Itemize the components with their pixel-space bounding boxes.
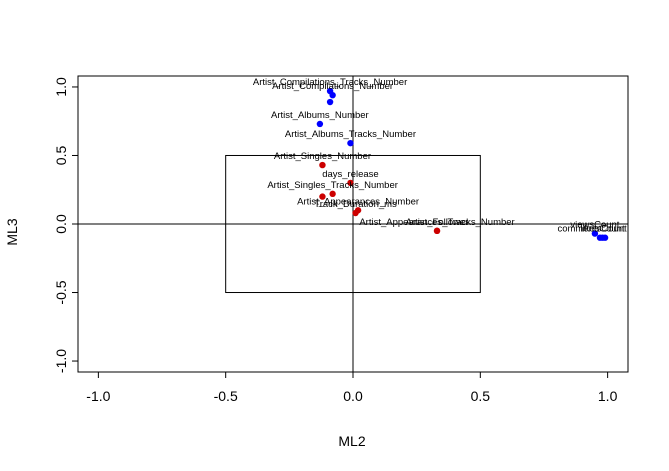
y-tick-label: 1.0 [53, 77, 69, 97]
data-point [347, 179, 354, 187]
x-tick-label: -1.0 [86, 388, 110, 404]
data-point [326, 98, 334, 106]
data-point [601, 234, 609, 241]
point-label: Artist_Compilations_Tracks_Number [253, 77, 407, 88]
data-point [316, 120, 324, 128]
data-point [329, 91, 336, 99]
point-label: Artist_Singles_Tracks_Number [267, 180, 398, 191]
point-label: days_release [322, 169, 379, 180]
point-label: Artist_Appearances_Tracks_Number [359, 217, 514, 228]
point-label: Artist_Albums_Tracks_Number [285, 129, 416, 140]
data-point [319, 193, 326, 200]
y-tick-label: -1.0 [53, 349, 69, 373]
point-label: Artist_Singles_Number [274, 151, 371, 162]
point-label: commentsCount [557, 224, 627, 235]
point-label: Artist_Appearances_Number [297, 196, 419, 207]
x-tick-label: 0.5 [471, 388, 491, 404]
point-label: likesCount [580, 224, 625, 235]
point-label: Track_Duration_ms [314, 199, 397, 210]
x-tick-label: 0.0 [343, 388, 363, 404]
data-point [591, 230, 599, 237]
x-axis-title: ML2 [338, 433, 365, 449]
y-tick-label: 0.0 [53, 214, 69, 234]
y-axis-title: ML3 [4, 218, 20, 245]
data-point [433, 227, 441, 235]
y-tick-label: -0.5 [53, 280, 69, 304]
data-point [347, 139, 354, 147]
point-label: Artist_Albums_Number [271, 110, 369, 121]
data-point [352, 209, 359, 217]
inner-box [225, 154, 481, 294]
y-tick-label: 0.5 [53, 146, 69, 166]
data-point [329, 190, 336, 198]
data-point [319, 161, 326, 169]
point-label: Artist_Follower [406, 217, 469, 228]
point-label: viewsCount [570, 220, 619, 231]
x-tick-label: 1.0 [598, 388, 618, 404]
x-tick-label: -0.5 [214, 388, 238, 404]
point-label: Artist_Compilations_Number [272, 81, 393, 92]
